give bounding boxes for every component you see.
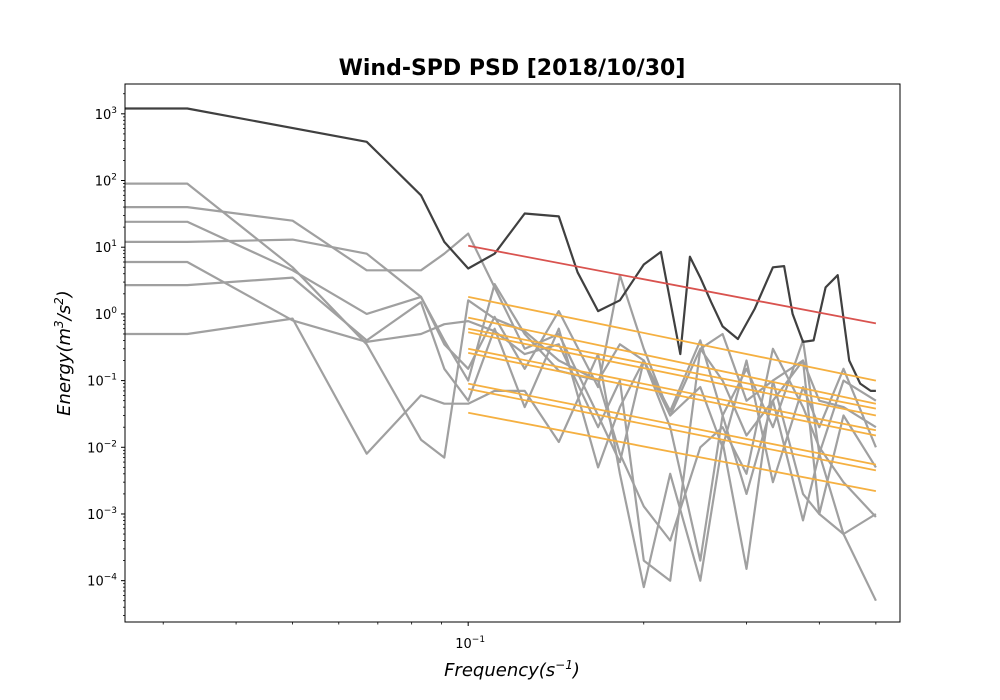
y-axis-label: Energy(m3/s2)	[52, 290, 75, 416]
fit-line-6	[468, 352, 877, 437]
fit-layer	[468, 244, 877, 492]
y-tick-label-3: 100	[95, 306, 118, 323]
fit-line-8	[468, 388, 877, 472]
series-line-7	[125, 317, 877, 602]
y-tick-label-2: 101	[95, 239, 117, 256]
x-axis-label: Frequency(s−1)	[444, 658, 580, 681]
x-axis-label-exp: −1	[555, 658, 573, 672]
series-line-5	[125, 260, 877, 582]
fit-line-1	[468, 296, 877, 382]
y-tick-label-0: 103	[95, 106, 117, 123]
fit-line-5	[468, 347, 877, 432]
fit-line-9	[468, 411, 877, 492]
chart-title: Wind-SPD PSD [2018/10/30]	[339, 56, 686, 81]
y-tick-label-5: 10−2	[87, 439, 117, 456]
plot-frame	[124, 83, 901, 623]
tick-layer: 103 102 101 100 10−1 10−2 10−3 10−4 10−1	[87, 93, 877, 652]
y-axis-label-tail: )	[54, 290, 75, 299]
x-axis-label-tail: )	[571, 660, 580, 681]
y-tick-label-6: 10−3	[87, 506, 117, 523]
fit-line-7	[468, 382, 877, 466]
fit-line-3	[468, 327, 877, 410]
fit-line-4	[468, 331, 877, 417]
y-axis-label-exp2: 2	[52, 297, 66, 305]
fit-line-main	[468, 244, 877, 325]
series-line-1	[125, 182, 877, 459]
x-tick-label-0: 10−1	[455, 635, 485, 652]
y-axis-label-mid: /s	[54, 305, 75, 322]
series-layer	[125, 107, 877, 602]
x-axis-label-base: Frequency(s	[444, 660, 555, 681]
y-axis-label-base: Energy(m	[54, 328, 75, 416]
y-tick-label-1: 102	[95, 173, 117, 190]
fit-line-2	[468, 316, 877, 405]
y-tick-label-4: 10−1	[87, 373, 117, 390]
y-tick-label-7: 10−4	[87, 573, 117, 590]
series-line-6	[125, 276, 877, 562]
y-axis-label-exp1: 3	[52, 320, 66, 328]
series-line-main	[125, 107, 876, 392]
